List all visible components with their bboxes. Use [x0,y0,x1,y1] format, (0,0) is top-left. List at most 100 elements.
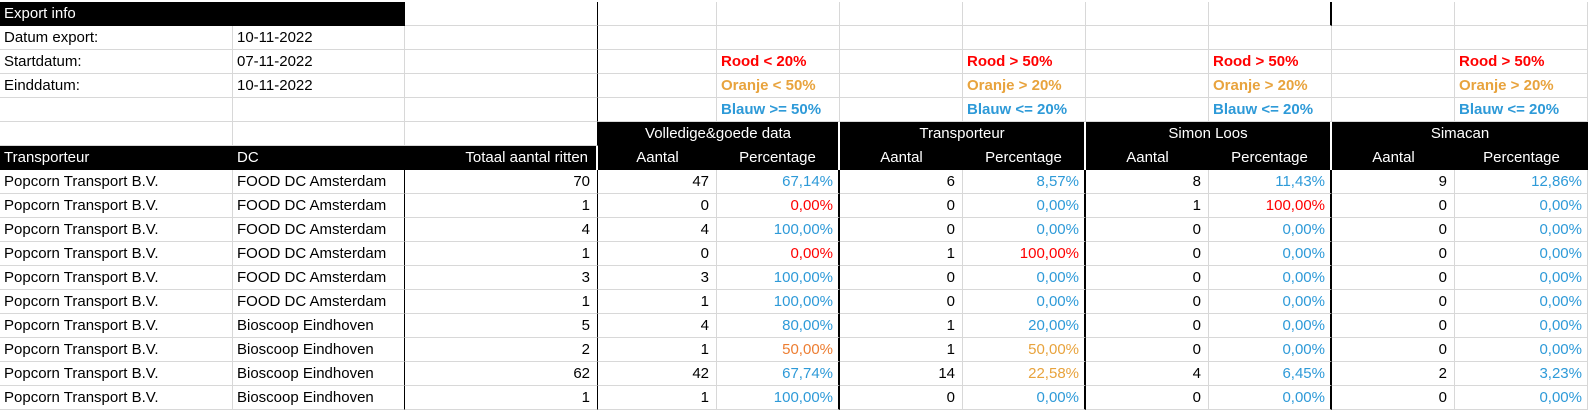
empty-cell[interactable] [405,98,598,122]
group-header-simon-loos[interactable]: Simon Loos [1086,122,1332,146]
cell-totaal-ritten[interactable]: 2 [405,338,598,362]
cell-percentage[interactable]: 0,00% [1455,314,1588,338]
cell-totaal-ritten[interactable]: 62 [405,362,598,386]
empty-cell[interactable] [598,2,717,26]
col-header-transporteur[interactable]: Transporteur [0,146,233,170]
group-header-volledige[interactable]: Volledige&goede data [598,122,840,146]
cell-aantal[interactable]: 0 [1332,266,1455,290]
cell-percentage[interactable]: 50,00% [963,338,1086,362]
cell-totaal-ritten[interactable]: 70 [405,170,598,194]
cell-percentage[interactable]: 0,00% [717,194,840,218]
cell-transporteur[interactable]: Popcorn Transport B.V. [0,314,233,338]
cell-dc[interactable]: FOOD DC Amsterdam [233,170,405,194]
legend-blue-g4[interactable]: Blauw <= 20% [1455,98,1588,122]
empty-cell[interactable] [1332,74,1455,98]
cell-aantal[interactable]: 6 [840,170,963,194]
group-header-transporteur[interactable]: Transporteur [840,122,1086,146]
legend-red-g1[interactable]: Rood < 20% [717,50,840,74]
cell-percentage[interactable]: 100,00% [1209,194,1332,218]
cell-percentage[interactable]: 0,00% [1455,266,1588,290]
cell-percentage[interactable]: 0,00% [1209,218,1332,242]
empty-cell[interactable] [1086,98,1209,122]
cell-percentage[interactable]: 100,00% [717,386,840,410]
empty-cell[interactable] [598,98,717,122]
empty-cell[interactable] [0,122,233,146]
cell-aantal[interactable]: 0 [1086,290,1209,314]
info-value[interactable]: 10-11-2022 [233,74,405,98]
empty-cell[interactable] [840,2,963,26]
cell-totaal-ritten[interactable]: 1 [405,242,598,266]
cell-percentage[interactable]: 0,00% [1455,338,1588,362]
col-header-aantal[interactable]: Aantal [840,146,963,170]
cell-transporteur[interactable]: Popcorn Transport B.V. [0,362,233,386]
empty-cell[interactable] [0,98,233,122]
cell-aantal[interactable]: 0 [598,194,717,218]
cell-aantal[interactable]: 1 [598,290,717,314]
cell-transporteur[interactable]: Popcorn Transport B.V. [0,338,233,362]
empty-cell[interactable] [1332,50,1455,74]
cell-percentage[interactable]: 67,14% [717,170,840,194]
cell-aantal[interactable]: 0 [1086,266,1209,290]
cell-aantal[interactable]: 9 [1332,170,1455,194]
cell-aantal[interactable]: 0 [598,242,717,266]
cell-percentage[interactable]: 50,00% [717,338,840,362]
empty-cell[interactable] [1332,98,1455,122]
cell-percentage[interactable]: 0,00% [963,218,1086,242]
cell-aantal[interactable]: 4 [598,218,717,242]
empty-cell[interactable] [1455,2,1588,26]
cell-aantal[interactable]: 14 [840,362,963,386]
group-header-simacan[interactable]: Simacan [1332,122,1588,146]
cell-aantal[interactable]: 0 [1332,194,1455,218]
empty-cell[interactable] [598,50,717,74]
cell-transporteur[interactable]: Popcorn Transport B.V. [0,218,233,242]
info-value[interactable]: 10-11-2022 [233,26,405,50]
empty-cell[interactable] [1455,26,1588,50]
cell-percentage[interactable]: 80,00% [717,314,840,338]
col-header-dc[interactable]: DC [233,146,405,170]
col-header-totaal[interactable]: Totaal aantal ritten [405,146,598,170]
empty-cell[interactable] [405,74,598,98]
legend-orange-g2[interactable]: Oranje > 20% [963,74,1086,98]
cell-percentage[interactable]: 0,00% [717,242,840,266]
cell-percentage[interactable]: 67,74% [717,362,840,386]
cell-aantal[interactable]: 1 [1086,194,1209,218]
cell-percentage[interactable]: 0,00% [963,290,1086,314]
cell-percentage[interactable]: 0,00% [1455,386,1588,410]
info-label[interactable]: Einddatum: [0,74,233,98]
cell-aantal[interactable]: 2 [1332,362,1455,386]
cell-percentage[interactable]: 22,58% [963,362,1086,386]
cell-aantal[interactable]: 0 [1332,218,1455,242]
empty-cell[interactable] [717,2,840,26]
legend-orange-g3[interactable]: Oranje > 20% [1209,74,1332,98]
col-header-aantal[interactable]: Aantal [1332,146,1455,170]
cell-aantal[interactable]: 0 [1086,218,1209,242]
empty-cell[interactable] [405,50,598,74]
cell-aantal[interactable]: 1 [840,338,963,362]
cell-aantal[interactable]: 0 [1086,242,1209,266]
empty-cell[interactable] [1086,50,1209,74]
empty-cell[interactable] [1209,26,1332,50]
cell-percentage[interactable]: 8,57% [963,170,1086,194]
cell-dc[interactable]: FOOD DC Amsterdam [233,218,405,242]
cell-transporteur[interactable]: Popcorn Transport B.V. [0,290,233,314]
cell-percentage[interactable]: 3,23% [1455,362,1588,386]
cell-percentage[interactable]: 0,00% [1455,290,1588,314]
empty-cell[interactable] [405,26,598,50]
empty-cell[interactable] [405,122,598,146]
cell-aantal[interactable]: 0 [1086,386,1209,410]
cell-percentage[interactable]: 0,00% [1455,218,1588,242]
cell-percentage[interactable]: 0,00% [1455,242,1588,266]
cell-aantal[interactable]: 1 [598,338,717,362]
cell-percentage[interactable]: 0,00% [963,194,1086,218]
empty-cell[interactable] [840,74,963,98]
cell-totaal-ritten[interactable]: 1 [405,290,598,314]
cell-dc[interactable]: FOOD DC Amsterdam [233,242,405,266]
cell-percentage[interactable]: 0,00% [1209,266,1332,290]
cell-aantal[interactable]: 1 [840,242,963,266]
legend-blue-g3[interactable]: Blauw <= 20% [1209,98,1332,122]
empty-cell[interactable] [405,2,598,26]
info-label[interactable]: Datum export: [0,26,233,50]
cell-aantal[interactable]: 0 [1332,242,1455,266]
cell-aantal[interactable]: 3 [598,266,717,290]
empty-cell[interactable] [1086,2,1209,26]
